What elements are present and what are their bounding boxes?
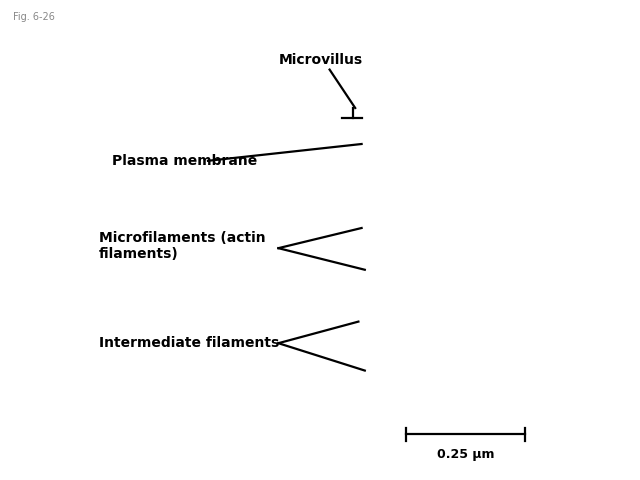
Text: Intermediate filaments: Intermediate filaments	[99, 336, 280, 350]
Text: Plasma membrane: Plasma membrane	[112, 154, 257, 168]
Text: Microfilaments (actin
filaments): Microfilaments (actin filaments)	[99, 231, 266, 261]
Text: 0.25 μm: 0.25 μm	[437, 448, 494, 461]
Text: Microvillus: Microvillus	[278, 53, 362, 67]
Text: Fig. 6-26: Fig. 6-26	[13, 12, 54, 22]
